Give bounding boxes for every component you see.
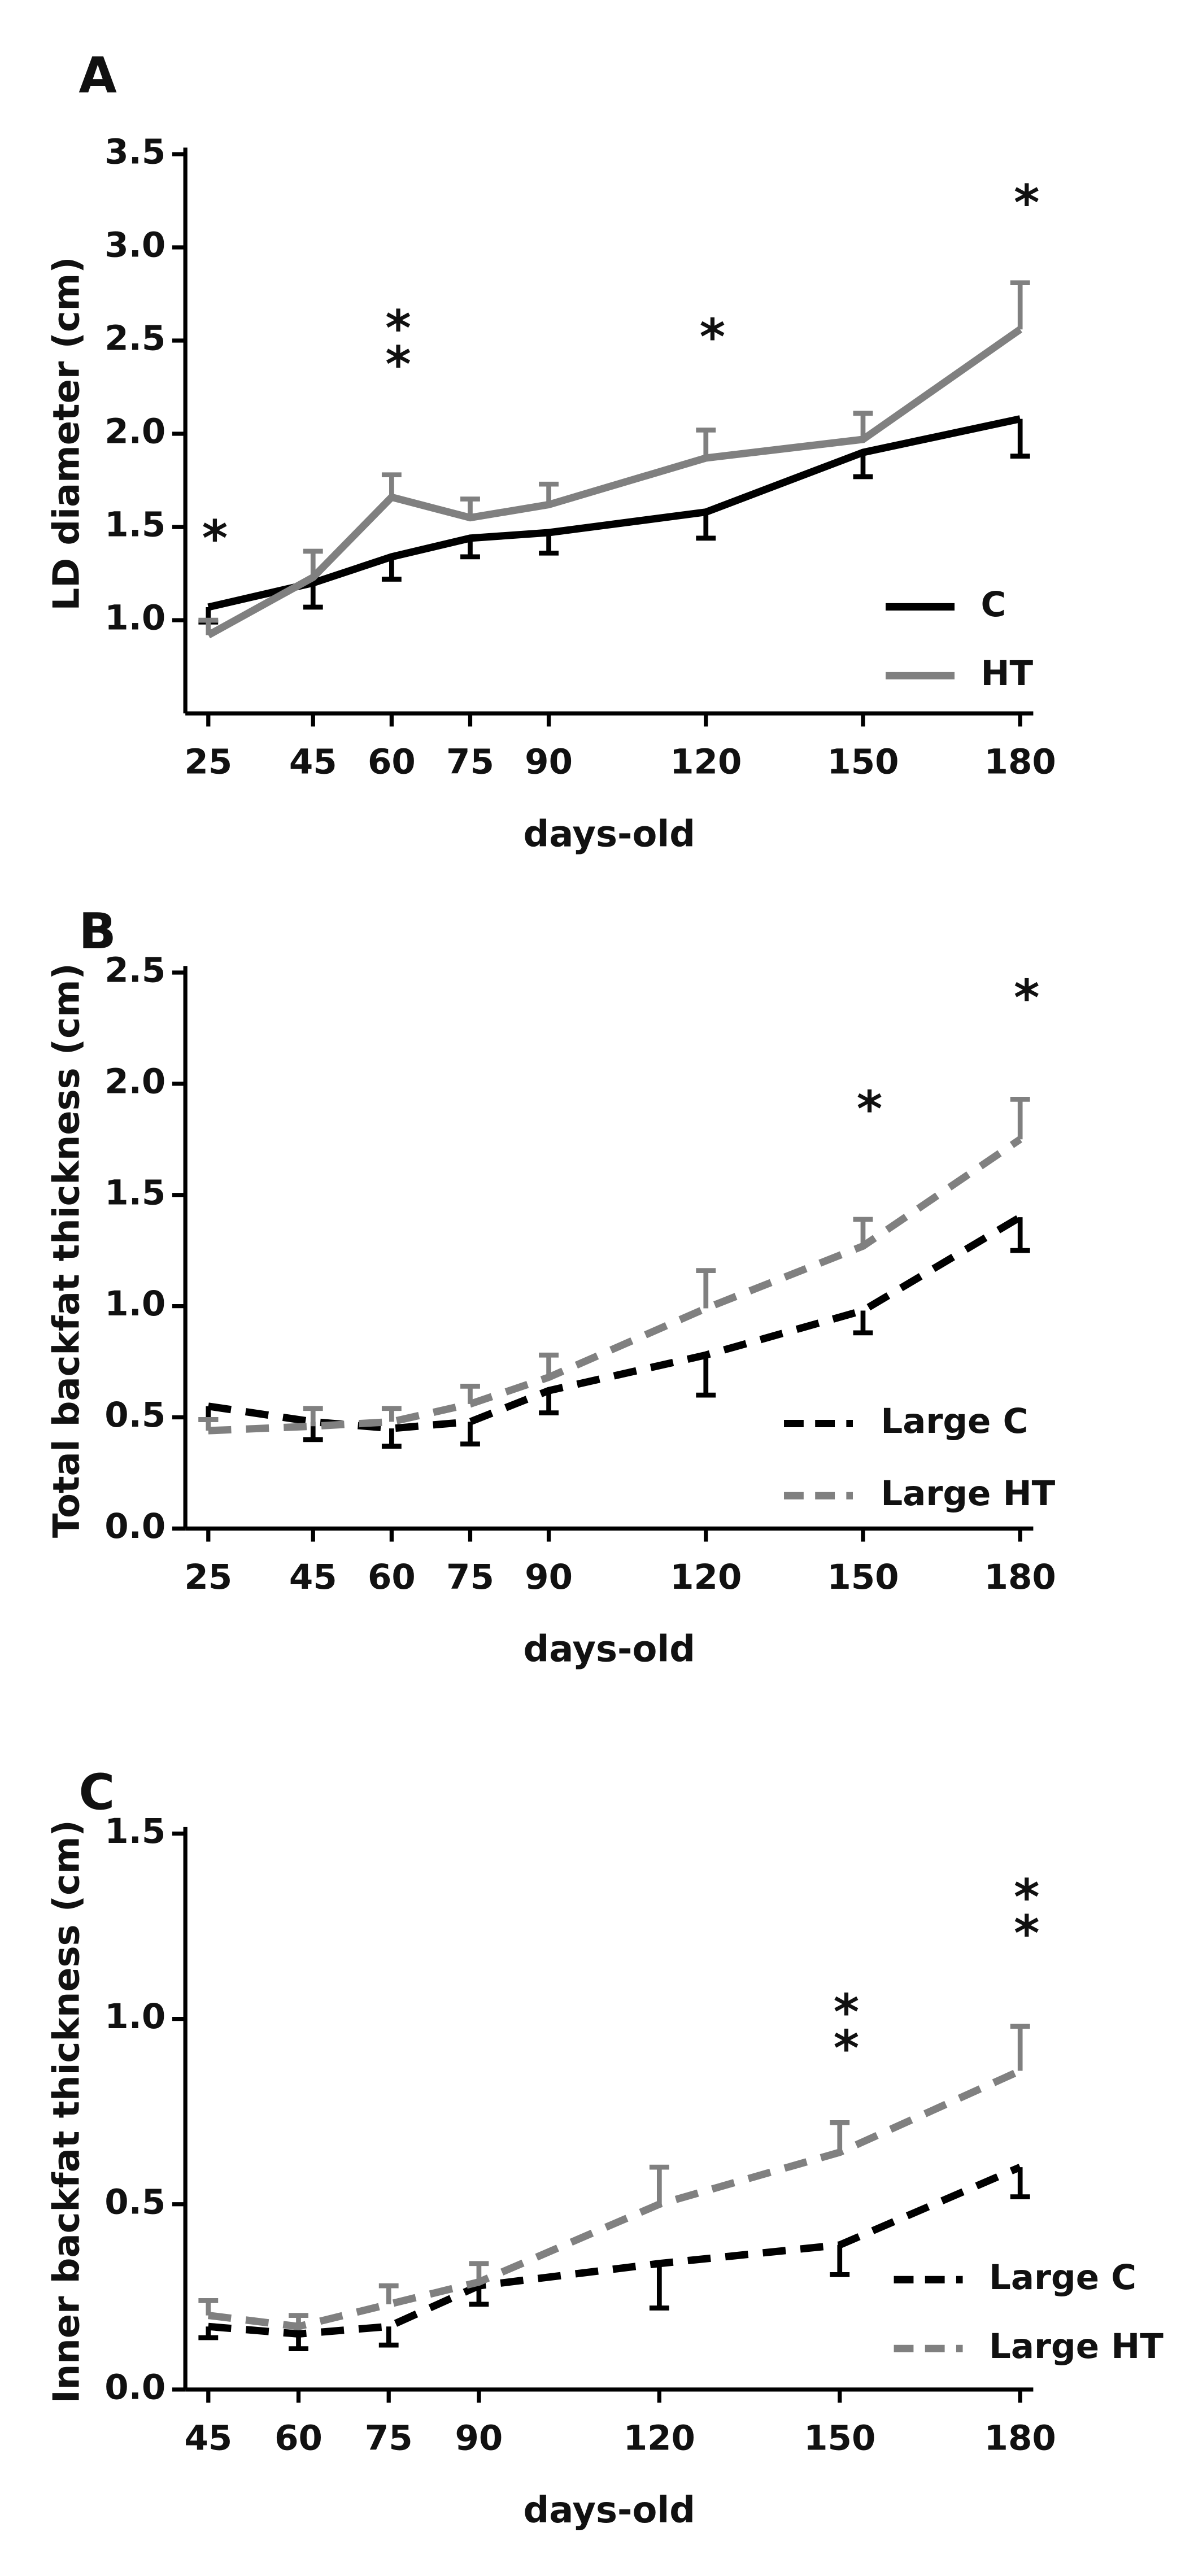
- x-tick-label: 120: [670, 1557, 742, 1597]
- error-bar: [649, 2263, 669, 2311]
- y-axis-label: Total backfat thickness (cm): [46, 963, 88, 1538]
- x-tick-label: 60: [274, 2418, 323, 2458]
- y-tick-label: 1.0: [104, 1997, 165, 2037]
- error-bar: [649, 2164, 669, 2204]
- error-bar: [853, 1310, 873, 1336]
- x-tick-label: 150: [827, 1557, 899, 1597]
- legend-label: Large C: [989, 2257, 1136, 2298]
- y-tick-label: 0.0: [104, 1506, 165, 1546]
- x-tick-label: 25: [184, 742, 232, 782]
- panel-label: A: [79, 46, 116, 104]
- legend-label: Large HT: [989, 2326, 1164, 2366]
- data-line: [208, 2164, 1022, 2338]
- x-tick-label: 25: [184, 1557, 232, 1597]
- legend-label: Large HT: [881, 1474, 1055, 1514]
- error-bar: [830, 2244, 850, 2277]
- error-bar: [378, 2326, 399, 2348]
- x-tick-label: 150: [827, 742, 899, 782]
- x-axis-label: days-old: [524, 814, 696, 856]
- significance: * *: [834, 1984, 860, 2077]
- x-tick-label: 180: [984, 1557, 1056, 1597]
- legend-label: Large C: [881, 1401, 1028, 1441]
- x-tick-label: 150: [804, 2418, 875, 2458]
- y-tick-label: 2.0: [104, 412, 165, 452]
- x-axis-label: days-old: [524, 1629, 696, 1671]
- error-bar: [381, 1428, 402, 1449]
- error-bar: [1010, 1217, 1030, 1253]
- x-tick-label: 90: [525, 742, 573, 782]
- y-tick-label: 1.5: [104, 505, 165, 545]
- error-bar: [696, 428, 716, 458]
- error-bar: [1010, 419, 1030, 459]
- error-bar: [696, 1355, 716, 1398]
- significance: * *: [385, 300, 411, 394]
- error-bar: [198, 2298, 219, 2316]
- error-bar: [1010, 280, 1030, 330]
- error-bar: [1010, 2024, 1030, 2071]
- y-tick-label: 1.0: [104, 1284, 165, 1324]
- data-line: [207, 2067, 1022, 2330]
- error-bar: [1010, 1097, 1030, 1140]
- significance: *: [700, 308, 726, 366]
- x-tick-label: 60: [368, 1557, 416, 1597]
- error-bar: [696, 1268, 716, 1309]
- x-tick-label: 120: [624, 2418, 695, 2458]
- legend-label: C: [981, 585, 1006, 625]
- y-tick-label: 0.0: [104, 2367, 165, 2407]
- y-tick-label: 3.0: [104, 225, 165, 265]
- x-tick-label: 90: [455, 2418, 503, 2458]
- x-tick-label: 90: [525, 1557, 573, 1597]
- significance: * *: [1014, 1868, 1040, 1962]
- error-bar: [460, 1422, 480, 1447]
- y-tick-label: 2.0: [104, 1061, 165, 1101]
- y-axis-label: LD diameter (cm): [46, 257, 88, 611]
- x-tick-label: 120: [670, 742, 742, 782]
- y-axis-label: Inner backfat thickness (cm): [46, 1820, 88, 2403]
- error-bar: [303, 1406, 323, 1427]
- y-tick-label: 1.5: [104, 1811, 165, 1851]
- y-tick-label: 0.5: [104, 2182, 165, 2222]
- x-tick-label: 75: [446, 742, 494, 782]
- y-tick-label: 1.0: [104, 598, 165, 638]
- x-tick-label: 45: [289, 742, 337, 782]
- y-tick-label: 2.5: [104, 951, 165, 991]
- error-bar: [378, 2283, 399, 2304]
- data-line: [208, 1136, 1022, 1435]
- significance: *: [1014, 969, 1040, 1027]
- x-tick-label: 75: [446, 1557, 494, 1597]
- error-bar: [1010, 2167, 1030, 2199]
- panel-label: C: [79, 1764, 115, 1821]
- y-tick-label: 2.5: [104, 319, 165, 359]
- data-line: [207, 415, 1021, 611]
- x-tick-label: 45: [184, 2418, 232, 2458]
- legend-label: HT: [981, 653, 1033, 694]
- x-tick-label: 45: [289, 1557, 337, 1597]
- y-tick-label: 3.5: [104, 132, 165, 172]
- x-tick-label: 180: [984, 742, 1056, 782]
- x-tick-label: 60: [368, 742, 416, 782]
- x-axis-label: days-old: [524, 2490, 696, 2531]
- x-tick-label: 180: [984, 2418, 1056, 2458]
- significance: *: [857, 1080, 883, 1138]
- error-bar: [696, 512, 716, 541]
- data-line: [207, 1214, 1022, 1432]
- data-line: [206, 326, 1022, 639]
- significance: *: [1014, 174, 1040, 232]
- x-tick-label: 75: [365, 2418, 413, 2458]
- error-bar: [830, 2120, 850, 2152]
- error-bar: [853, 452, 873, 480]
- error-bar: [303, 583, 323, 610]
- error-bar: [381, 1406, 402, 1422]
- y-tick-label: 1.5: [104, 1173, 165, 1213]
- significance: *: [202, 509, 228, 567]
- y-tick-label: 0.5: [104, 1395, 165, 1435]
- panel-label: B: [79, 903, 116, 960]
